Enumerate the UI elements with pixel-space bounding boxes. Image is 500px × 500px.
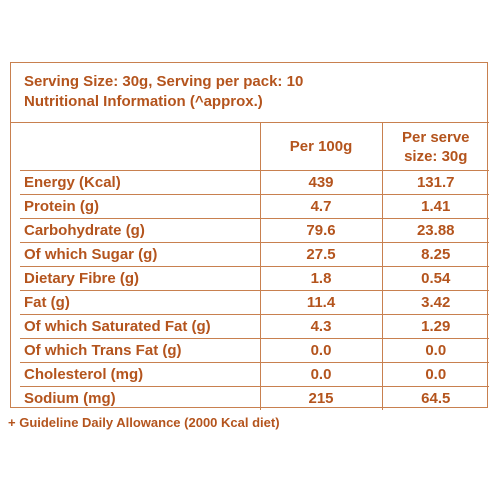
nutrient-label: Fat (g) — [20, 290, 261, 315]
guideline-footnote: + Guideline Daily Allowance (2000 Kcal d… — [8, 415, 280, 430]
table-header-row: Per 100g Per serve size: 30g — [20, 122, 489, 171]
per-100g-value: 79.6 — [259, 218, 383, 243]
per-100g-value: 215 — [259, 386, 383, 410]
per-100g-value: 4.7 — [259, 194, 383, 219]
table-row: Protein (g) 4.7 1.41 — [20, 194, 489, 219]
nutrient-label: Cholesterol (mg) — [20, 362, 261, 387]
per-100g-value: 0.0 — [259, 362, 383, 387]
per-serve-value: 0.54 — [381, 266, 489, 291]
nutrient-label: Protein (g) — [20, 194, 261, 219]
per-100g-value: 0.0 — [259, 338, 383, 363]
table-row: Dietary Fibre (g) 1.8 0.54 — [20, 266, 489, 291]
nutrient-column-header — [20, 122, 261, 171]
table-row: Fat (g) 11.4 3.42 — [20, 290, 489, 315]
table-row: Of which Sugar (g) 27.5 8.25 — [20, 242, 489, 267]
per-100g-value: 439 — [259, 170, 383, 195]
nutrition-table: Per 100g Per serve size: 30g Energy (Kcal… — [20, 122, 489, 410]
table-row: Of which Saturated Fat (g) 4.3 1.29 — [20, 314, 489, 339]
per-100g-value: 1.8 — [259, 266, 383, 291]
per-serve-value: 0.0 — [381, 362, 489, 387]
per-serve-header-text: Per serve size: 30g — [401, 128, 470, 165]
table-row: Energy (Kcal) 439 131.7 — [20, 170, 489, 195]
per-serve-value: 64.5 — [381, 386, 489, 410]
table-row: Sodium (mg) 215 64.5 — [20, 386, 489, 410]
nutrition-table-body: Energy (Kcal) 439 131.7 Protein (g) 4.7 … — [20, 170, 489, 410]
per-serve-value: 1.29 — [381, 314, 489, 339]
nutrient-label: Of which Saturated Fat (g) — [20, 314, 261, 339]
per-100g-value: 11.4 — [259, 290, 383, 315]
nutrient-label: Of which Trans Fat (g) — [20, 338, 261, 363]
nutrient-label: Carbohydrate (g) — [20, 218, 261, 243]
nutrient-label: Energy (Kcal) — [20, 170, 261, 195]
serving-size-line: Serving Size: 30g, Serving per pack: 10 — [24, 73, 304, 90]
table-row: Cholesterol (mg) 0.0 0.0 — [20, 362, 489, 387]
per-serve-value: 0.0 — [381, 338, 489, 363]
nutrient-label: Sodium (mg) — [20, 386, 261, 410]
table-row: Of which Trans Fat (g) 0.0 0.0 — [20, 338, 489, 363]
per-serve-value: 131.7 — [381, 170, 489, 195]
nutritional-information-title: Nutritional Information (^approx.) — [24, 93, 263, 110]
per-serve-value: 8.25 — [381, 242, 489, 267]
nutrient-label: Of which Sugar (g) — [20, 242, 261, 267]
table-row: Carbohydrate (g) 79.6 23.88 — [20, 218, 489, 243]
per-serve-column-header: Per serve size: 30g — [381, 122, 489, 171]
per-100g-value: 4.3 — [259, 314, 383, 339]
per-serve-value: 23.88 — [381, 218, 489, 243]
per-serve-value: 3.42 — [381, 290, 489, 315]
nutrient-label: Dietary Fibre (g) — [20, 266, 261, 291]
per-100g-value: 27.5 — [259, 242, 383, 267]
per-serve-value: 1.41 — [381, 194, 489, 219]
nutrition-header: Serving Size: 30g, Serving per pack: 10 … — [11, 63, 487, 123]
per-100g-column-header: Per 100g — [259, 122, 383, 171]
nutrition-panel: Serving Size: 30g, Serving per pack: 10 … — [10, 62, 489, 410]
